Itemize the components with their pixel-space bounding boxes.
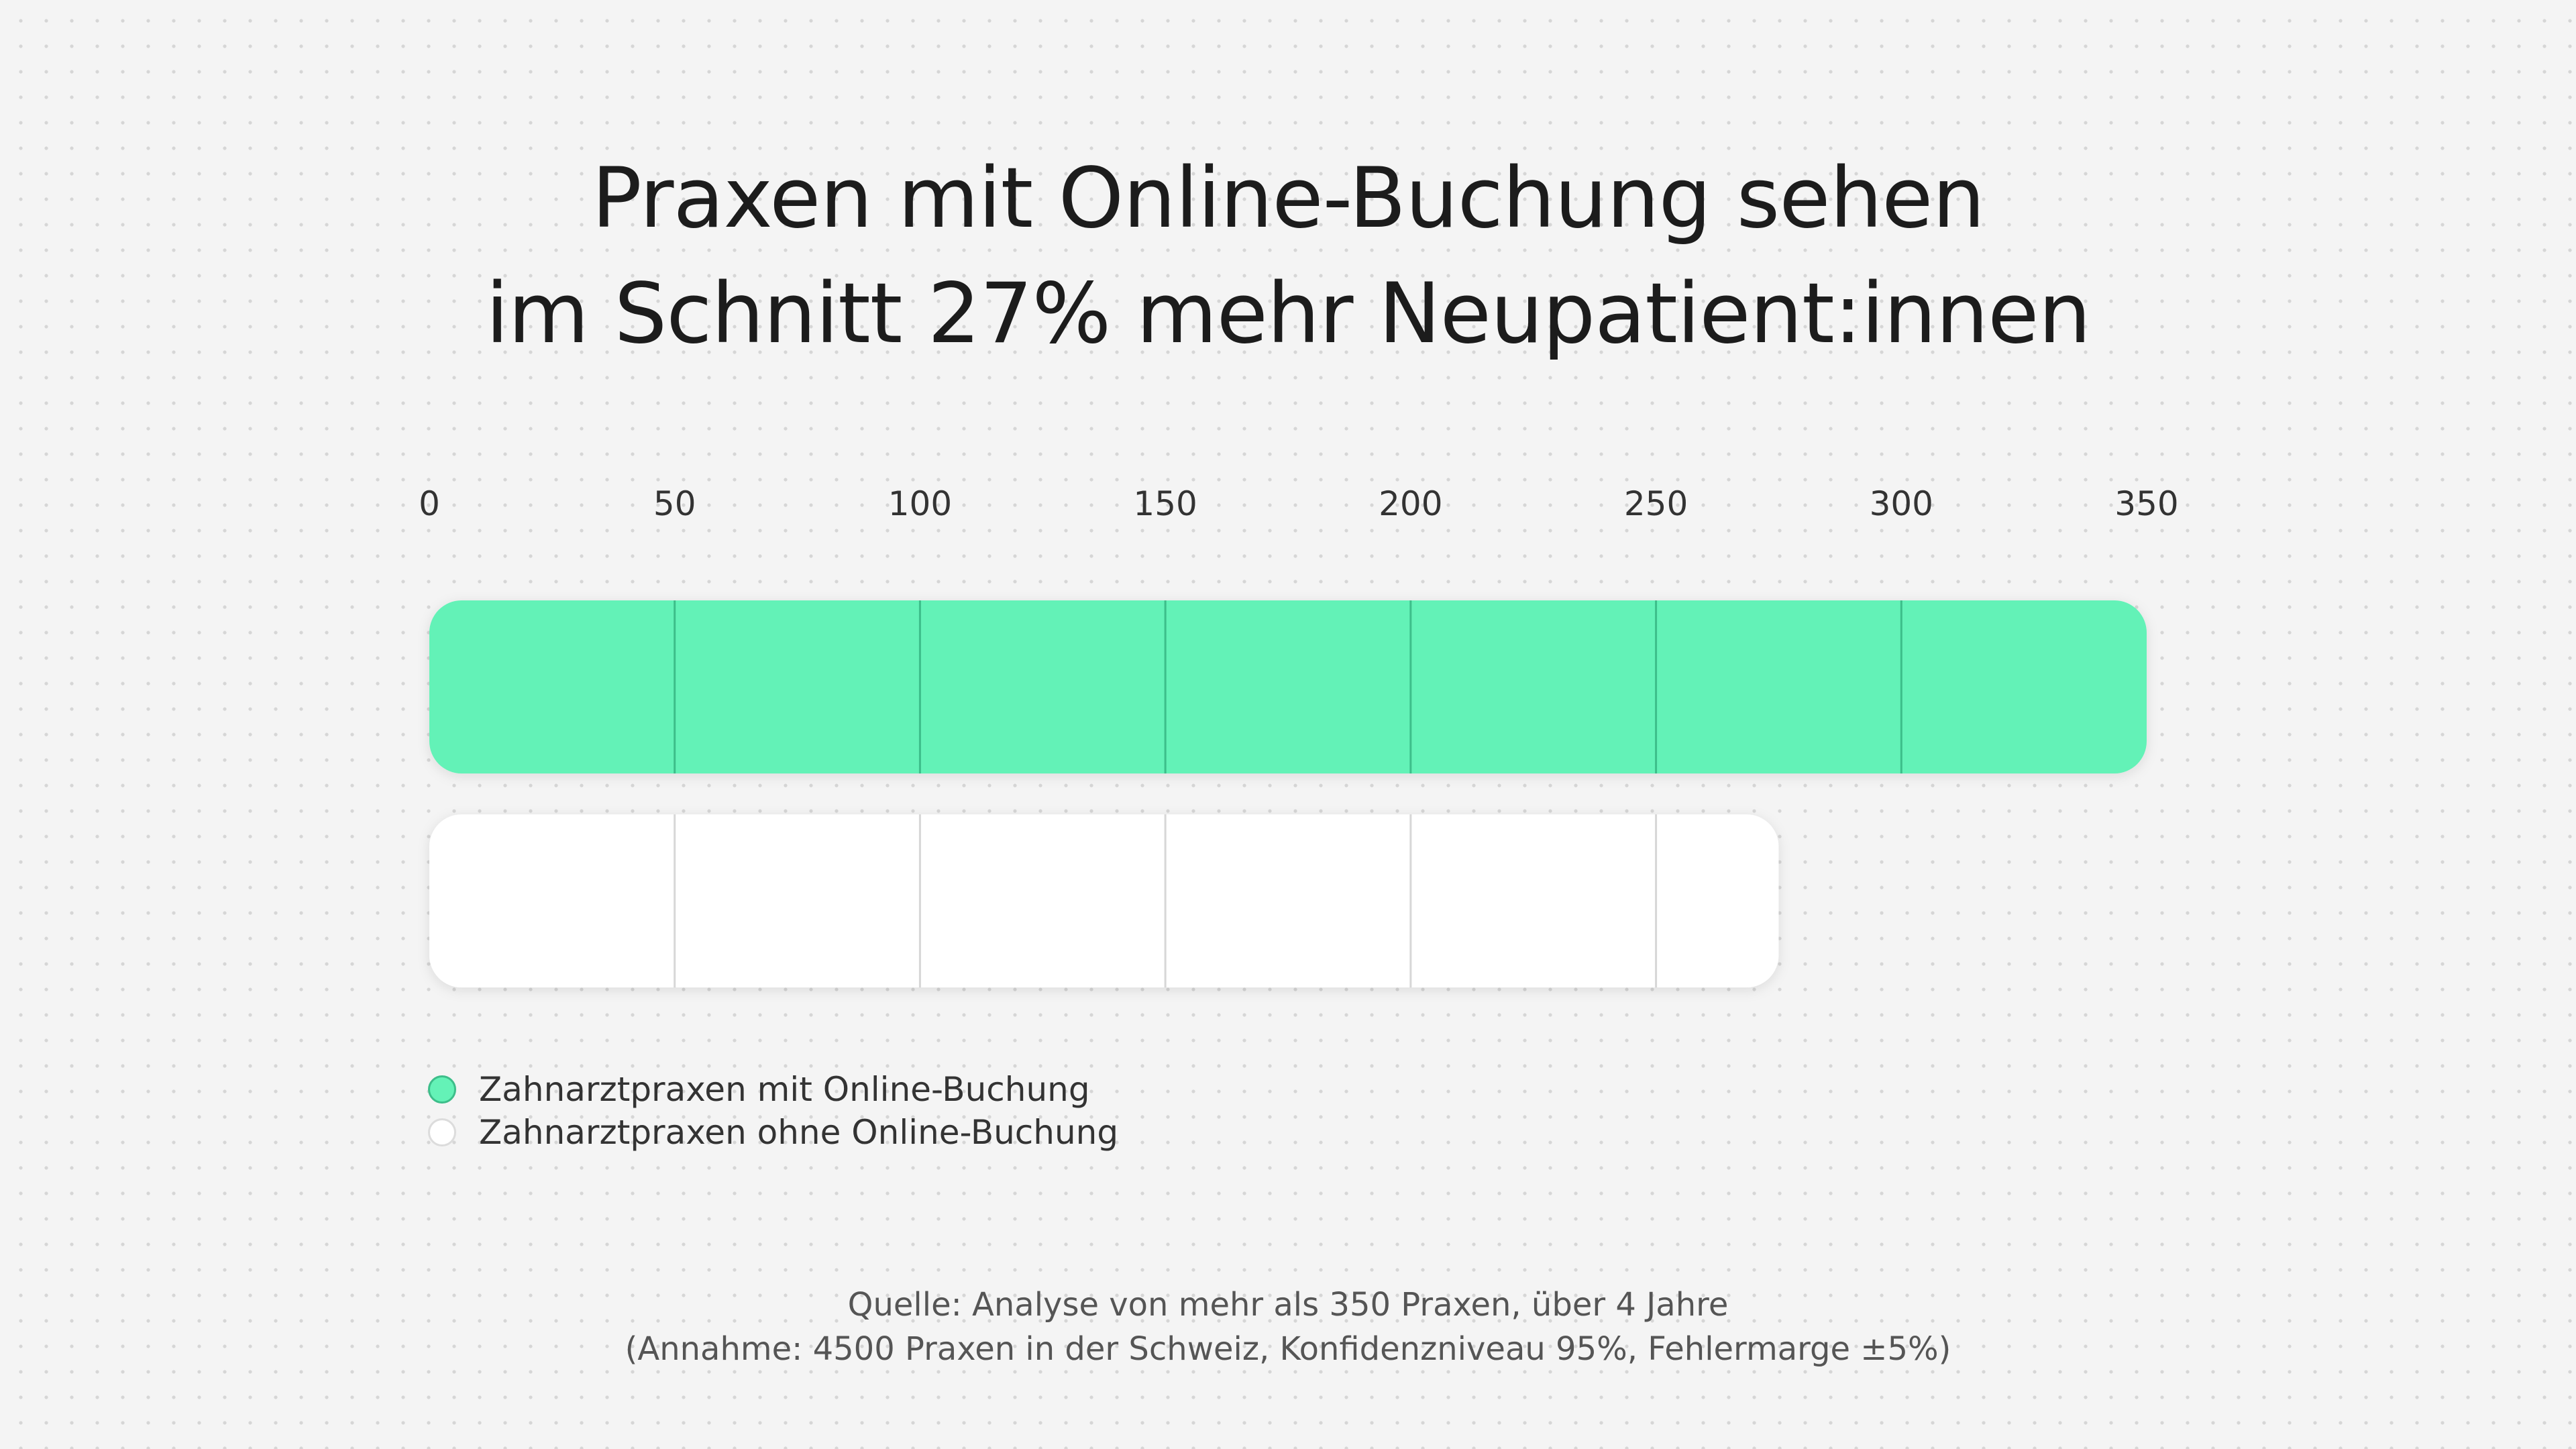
legend-label: Zahnarztpraxen ohne Online-Buchung [479,1113,1119,1152]
x-axis-ticks: 0 50 100 150 200 250 300 350 [419,484,2179,523]
x-tick-label: 100 [888,484,952,523]
x-tick-label: 350 [2114,484,2178,523]
legend-item-with-online-booking: Zahnarztpraxen mit Online-Buchung [428,1068,1118,1111]
bar-group [429,814,1779,987]
x-tick-label: 200 [1379,484,1442,523]
bar [429,600,2147,773]
x-tick-label: 250 [1624,484,1688,523]
source-line-2: (Annahme: 4500 Praxen in der Schweiz, Ko… [625,1330,1951,1368]
chart-title-line-2: im Schnitt 27% mehr Neupatient:innen [485,266,2091,362]
legend-item-without-online-booking: Zahnarztpraxen ohne Online-Buchung [428,1111,1118,1154]
x-tick-label: 50 [653,484,696,523]
source-note: Quelle: Analyse von mehr als 350 Praxen,… [0,1283,2576,1371]
bar [429,814,1779,987]
legend-dot-icon [428,1118,456,1146]
bar-group [429,600,2147,773]
legend-label: Zahnarztpraxen mit Online-Buchung [479,1070,1090,1109]
legend: Zahnarztpraxen mit Online-Buchung Zahnar… [428,1068,1118,1154]
bars [429,600,2147,987]
x-tick-label: 150 [1133,484,1197,523]
x-tick-label: 0 [419,484,440,523]
legend-dot-icon [428,1075,456,1104]
x-tick-label: 300 [1870,484,1933,523]
source-line-1: Quelle: Analyse von mehr als 350 Praxen,… [847,1286,1729,1324]
chart-title: Praxen mit Online-Buchung sehen im Schni… [0,141,2576,372]
chart-title-line-1: Praxen mit Online-Buchung sehen [591,150,1985,247]
